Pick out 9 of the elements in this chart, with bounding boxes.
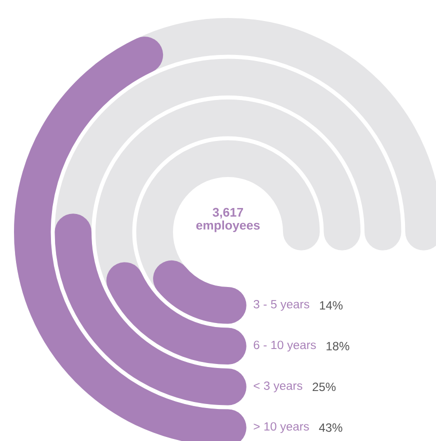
text: 3,617 employees bbox=[196, 208, 260, 232]
data-label: 25% bbox=[312, 382, 336, 392]
category-label: > 10 years bbox=[254, 422, 309, 434]
data-label: 14% bbox=[320, 301, 343, 310]
data-label: 43% bbox=[319, 423, 342, 432]
category-label: 3 - 5 years bbox=[254, 300, 310, 311]
category-label: < 3 years bbox=[254, 381, 302, 392]
category-label: 6 - 10 years bbox=[254, 340, 316, 352]
data-label: 18% bbox=[326, 342, 350, 350]
